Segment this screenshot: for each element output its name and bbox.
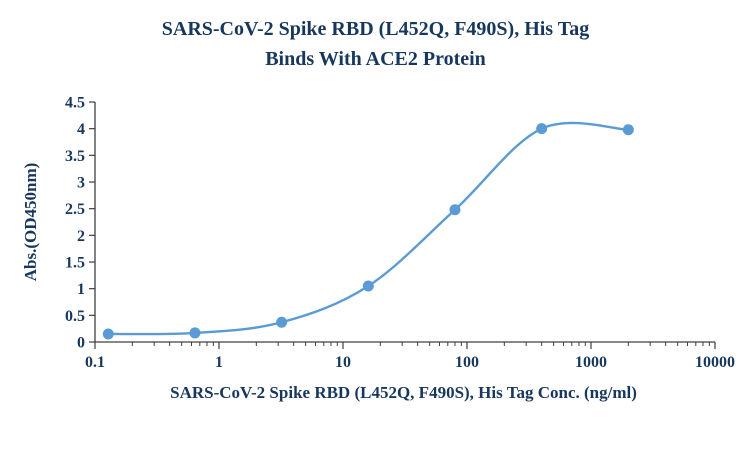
x-tick-label: 1000 (575, 354, 607, 371)
y-tick-label: 3 (77, 175, 85, 192)
x-tick-label: 100 (455, 354, 479, 371)
y-tick-label: 1 (77, 281, 85, 298)
x-tick-label: 10000 (695, 354, 735, 371)
y-axis-label: Abs.(OD450nm) (21, 163, 40, 282)
chart-title: SARS-CoV-2 Spike RBD (L452Q, F490S), His… (0, 14, 751, 74)
data-point-marker (622, 124, 634, 136)
data-point-marker (189, 327, 201, 339)
y-tick-label: 4.5 (65, 95, 85, 112)
y-tick-label: 1.5 (65, 255, 85, 272)
y-tick-label: 0.5 (65, 308, 85, 325)
curve-line (107, 121, 630, 336)
data-point-marker (449, 204, 461, 216)
x-tick-label: 1 (215, 354, 223, 371)
y-tick-label: 4 (77, 121, 85, 138)
y-tick-label: 0 (77, 335, 85, 352)
y-tick-label: 2 (77, 228, 85, 245)
x-tick-label: 0.1 (85, 354, 105, 371)
chart-title-line2: Binds With ACE2 Protein (265, 48, 486, 70)
data-point-marker (276, 316, 288, 328)
plot-area: 0.1 1 10 100 1000 10000 0 0.5 1 1.5 2 2.5 3 3.5 4 4.5 Ab… (0, 84, 751, 383)
y-tick-label: 2.5 (65, 201, 85, 218)
x-tick-label: 10 (335, 354, 351, 371)
data-point-marker (362, 280, 374, 292)
x-axis-label: SARS-CoV-2 Spike RBD (L452Q, F490S), His… (170, 383, 637, 402)
y-tick-label: 3.5 (65, 148, 85, 165)
data-point-marker (102, 328, 114, 340)
data-point-marker (536, 123, 548, 135)
chart-title-line1: SARS-CoV-2 Spike RBD (L452Q, F490S), His… (161, 18, 590, 40)
binding-curve-plot: 0.1 1 10 100 1000 10000 0 0.5 1 1.5 2 2.5 3 3.5 4 4.5 Ab… (21, 95, 735, 372)
